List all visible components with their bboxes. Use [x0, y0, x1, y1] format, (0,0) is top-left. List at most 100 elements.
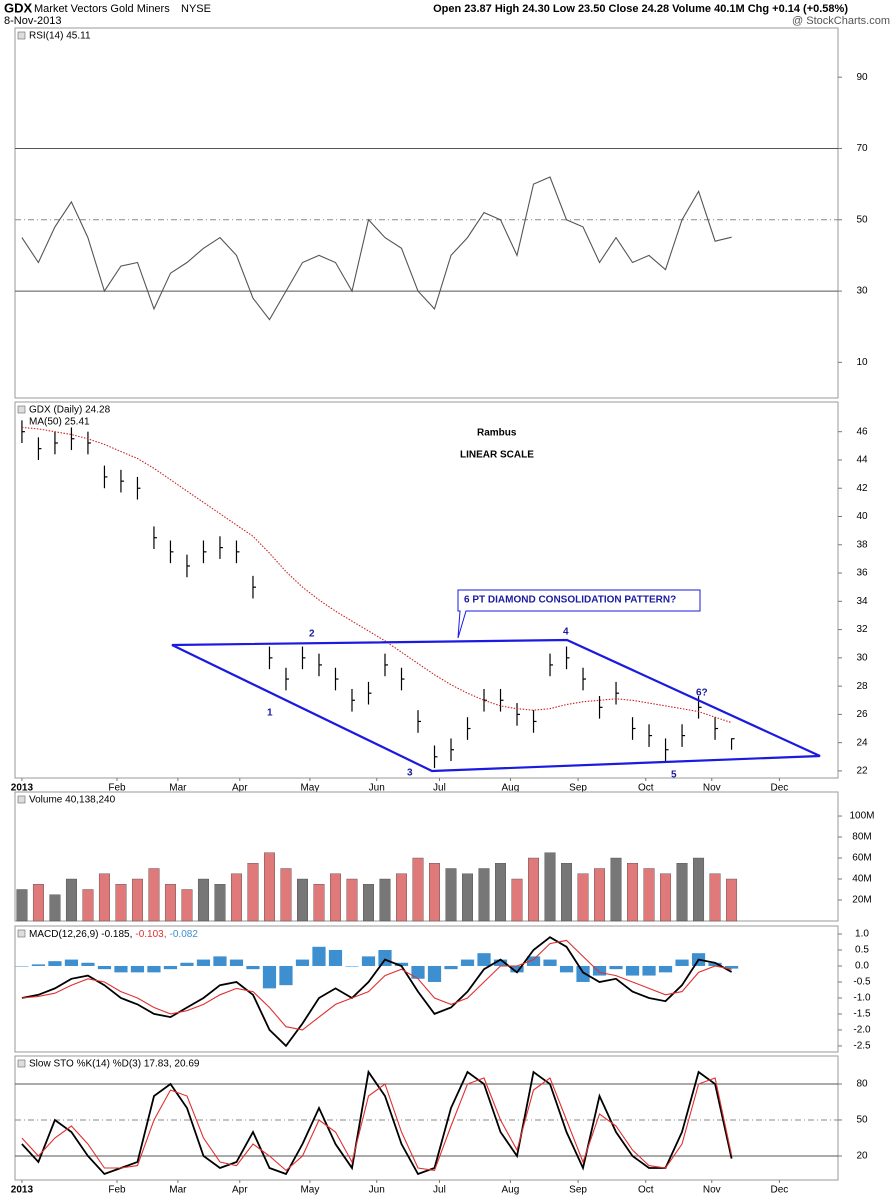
volume-bar — [445, 868, 457, 922]
histogram-bar — [196, 959, 211, 966]
histogram-bar — [15, 965, 29, 967]
histogram-bar — [312, 946, 326, 966]
panel-title: Slow STO %K(14) %D(3) 17.83, 20.69 — [29, 1059, 200, 1070]
volume-bar — [65, 878, 77, 922]
volume-bar — [197, 878, 209, 922]
histogram-bar — [543, 959, 557, 966]
histogram-bar — [213, 956, 227, 966]
volume-bar — [643, 868, 655, 922]
x-tick-label: Aug — [502, 1185, 520, 1196]
histogram-bar — [378, 949, 392, 966]
line-series — [21, 176, 732, 321]
x-tick-label: Apr — [232, 1185, 248, 1196]
volume-bar — [660, 873, 672, 922]
histogram-bar — [411, 965, 425, 979]
volume-bar — [296, 878, 308, 922]
y-tick-label: 36 — [856, 568, 868, 579]
panel-title: MACD(12,26,9) -0.185, -0.103, -0.082 — [29, 929, 198, 940]
y-tick-label: 46 — [856, 426, 868, 437]
volume-bar — [181, 889, 193, 922]
x-tick-label: Feb — [108, 1185, 126, 1196]
panel-icon — [17, 1059, 26, 1068]
line-series — [21, 939, 732, 1031]
histogram-bar — [642, 965, 656, 976]
histogram-bar — [394, 962, 409, 966]
volume-bar — [676, 863, 688, 922]
y-tick-label: 70 — [856, 143, 868, 154]
volume-bar — [330, 873, 341, 922]
exchange: NYSE — [181, 3, 211, 15]
date: 8-Nov-2013 — [4, 15, 61, 27]
security-name: Market Vectors Gold Miners — [34, 3, 170, 15]
x-tick-label: Jul — [433, 1185, 446, 1196]
histogram-bar — [48, 961, 62, 966]
y-tick-label: 34 — [856, 596, 868, 607]
histogram-bar — [130, 965, 145, 973]
volume-bar — [495, 863, 506, 922]
line-series — [21, 426, 732, 724]
volume-bar — [247, 863, 259, 922]
histogram-bar — [460, 959, 475, 966]
panel-icon — [17, 929, 26, 938]
histogram-bar — [262, 965, 277, 989]
histogram-bar — [279, 965, 293, 986]
volume-bar — [594, 868, 606, 922]
symbol: GDX — [4, 0, 33, 15]
volume-bar — [511, 878, 523, 922]
x-tick-label: Dec — [771, 1185, 789, 1196]
y-tick-label: 42 — [856, 483, 868, 494]
histogram-bar — [246, 965, 260, 970]
panel-icon — [17, 31, 26, 40]
y-tick-label: 90 — [856, 72, 868, 83]
header: GDX Market Vectors Gold Miners NYSE 8-No… — [4, 0, 890, 26]
histogram-bar — [427, 965, 442, 982]
histogram-bar — [229, 959, 244, 966]
panel-title-part: MACD(12,26,9) -0.185, — [29, 929, 132, 940]
point-label: 6? — [696, 688, 708, 699]
point-label: 3 — [407, 768, 413, 779]
point-label: 2 — [309, 629, 315, 640]
histogram-bar — [444, 965, 458, 970]
y-tick-label: 24 — [856, 737, 868, 748]
callout-box — [457, 589, 701, 639]
x-tick-label: Sep — [569, 783, 587, 794]
volume-bar — [16, 889, 28, 922]
histogram-bar — [609, 965, 623, 970]
y-tick-label: 50 — [856, 214, 868, 225]
histogram-bar — [361, 956, 376, 966]
volume-bar — [610, 857, 622, 922]
line-series — [21, 1069, 733, 1176]
x-tick-label: Feb — [108, 783, 126, 794]
histogram-bar — [328, 949, 343, 966]
y-tick-label: -2.0 — [853, 1025, 871, 1036]
point-label: 1 — [267, 708, 273, 719]
histogram-bar — [658, 965, 673, 973]
volume-bar — [49, 894, 61, 922]
volume-bar — [82, 889, 94, 922]
volume-bar — [412, 857, 424, 922]
y-tick-label: 0.5 — [855, 945, 869, 956]
volume-bar — [98, 873, 110, 922]
histogram-bar — [163, 965, 178, 970]
volume-bar — [313, 884, 325, 922]
y-tick-label: 80 — [856, 1079, 868, 1090]
x-tick-label: Jul — [433, 783, 446, 794]
histogram-bar — [295, 959, 310, 966]
histogram-bar — [97, 965, 112, 970]
volume-bar — [214, 884, 226, 922]
volume-bar — [148, 868, 160, 922]
y-tick-label: 100M — [849, 811, 874, 822]
histogram-bar — [147, 965, 161, 973]
volume-bar — [627, 863, 639, 922]
histogram-bar — [625, 965, 640, 976]
y-tick-label: 40M — [852, 874, 871, 885]
y-tick-label: 20M — [852, 895, 871, 906]
histogram-bar — [477, 953, 491, 966]
volume-bar — [263, 852, 275, 922]
histogram-bar — [592, 965, 607, 976]
volume-bar — [478, 868, 490, 922]
x-tick-label: Oct — [638, 1185, 654, 1196]
y-tick-label: 44 — [856, 455, 868, 466]
y-tick-label: 32 — [856, 624, 868, 635]
